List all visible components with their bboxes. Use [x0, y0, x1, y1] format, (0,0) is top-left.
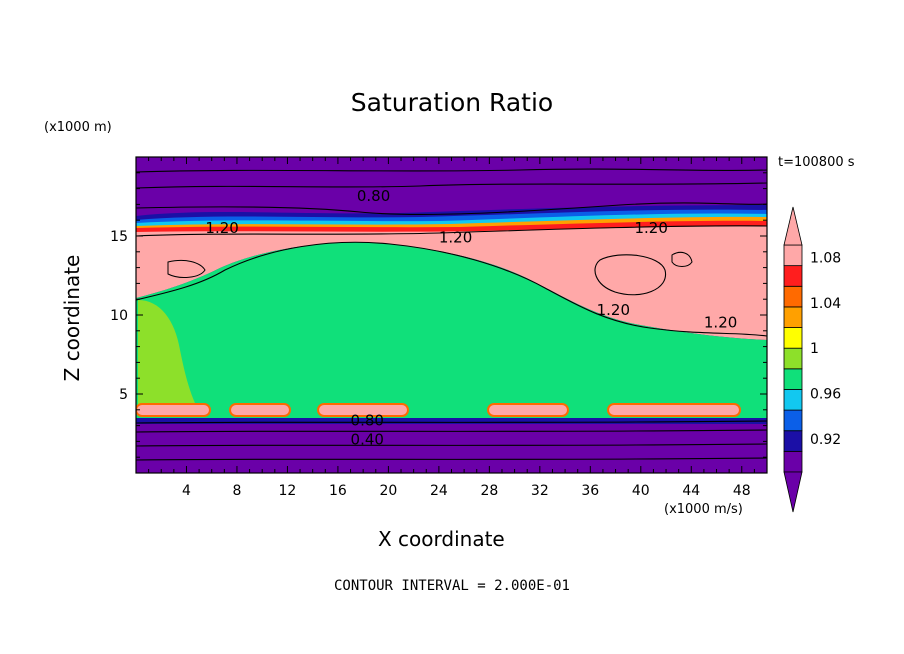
chart-title: Saturation Ratio — [350, 88, 554, 117]
low-layer-blob — [317, 403, 409, 417]
contour-label: 0.80 — [351, 412, 384, 430]
contour-label: 1.20 — [439, 228, 472, 246]
x-tick-label: 40 — [632, 483, 650, 499]
x-tick-label: 32 — [531, 483, 549, 499]
region-pink — [136, 226, 767, 340]
colorbar-tick-label: 1 — [810, 341, 819, 357]
colorbar-swatch — [783, 327, 803, 349]
contour-line — [136, 241, 767, 337]
y-axis-label: Z coordinate — [60, 254, 84, 382]
x-tick-label: 20 — [379, 483, 397, 499]
colorbar-tick-label: 1.04 — [810, 296, 841, 312]
colorbar-tick-label: 0.92 — [810, 432, 841, 448]
colorbar-swatch — [783, 347, 803, 370]
contour-interval-note: CONTOUR INTERVAL = 2.000E-01 — [333, 578, 570, 594]
contour-line — [136, 225, 767, 237]
low-layer-blob — [607, 403, 741, 417]
band-low-blue — [136, 418, 767, 424]
x-tick-label: 4 — [182, 483, 191, 499]
contour-labels: 0.801.201.201.201.201.200.800.40 — [205, 187, 737, 449]
colorbar-swatch — [783, 450, 803, 473]
low-layer-blob — [136, 403, 211, 417]
low-layer-blob — [487, 403, 569, 417]
colorbar-tick-label: 1.08 — [810, 250, 841, 266]
colorbar-swatch — [783, 409, 803, 432]
x-tick-label: 8 — [232, 483, 241, 499]
contour-label: 1.20 — [205, 219, 238, 237]
colorbar-tick-label: 0.96 — [810, 387, 841, 403]
contour-label: 1.20 — [597, 301, 630, 319]
x-tick-label: 12 — [279, 483, 297, 499]
x-tick-label: 48 — [733, 483, 751, 499]
contour-line — [136, 457, 767, 461]
x-unit-label: (x1000 m/s) — [664, 502, 743, 517]
y-tick-label: 10 — [110, 308, 128, 324]
y-axis: 5 10 15 — [110, 172, 767, 458]
y-unit-label: (x1000 m) — [44, 120, 112, 135]
x-tick-label: 28 — [480, 483, 498, 499]
x-tick-label: 16 — [329, 483, 347, 499]
contour-loop — [671, 251, 693, 267]
saturation-field — [136, 157, 767, 473]
colorbar-swatch — [783, 265, 803, 287]
band-low-purple — [136, 424, 767, 473]
colorbar-swatch — [783, 285, 803, 308]
colorbar-swatch — [783, 244, 803, 267]
colorbar-swatch — [783, 368, 803, 390]
x-tick-label: 44 — [682, 483, 700, 499]
contour-line — [136, 429, 767, 433]
low-layer-blob — [229, 403, 291, 417]
contour-line — [136, 443, 767, 447]
time-label: t=100800 s — [778, 155, 855, 170]
y-tick-label: 15 — [110, 229, 128, 245]
colorbar-swatch — [783, 430, 803, 452]
triangle-up-icon — [783, 206, 803, 246]
contour-loop — [167, 259, 206, 278]
y-tick-label: 5 — [119, 387, 128, 403]
colorbar-swatch — [783, 306, 803, 328]
contour-line — [136, 182, 767, 189]
contour-label: 1.20 — [704, 314, 737, 332]
patch-lime — [138, 300, 200, 412]
x-tick-label: 36 — [581, 483, 599, 499]
x-tick-label: 24 — [430, 483, 448, 499]
contour-line — [136, 202, 767, 216]
contour-line — [136, 420, 767, 424]
contour-label: 1.20 — [634, 219, 667, 237]
triangle-down-icon — [783, 471, 803, 513]
colorbar: 0.92 0.96 1 1.04 1.08 — [783, 206, 841, 513]
contour-loop — [594, 254, 666, 296]
region-green — [136, 242, 767, 420]
contour-label: 0.40 — [351, 431, 384, 449]
contour-label: 0.80 — [357, 187, 390, 205]
x-axis-label: X coordinate — [378, 527, 505, 551]
colorbar-swatch — [783, 389, 803, 411]
x-axis: 4 8 12 16 20 24 28 32 36 40 44 48 — [148, 157, 755, 499]
contour-line — [136, 168, 767, 173]
